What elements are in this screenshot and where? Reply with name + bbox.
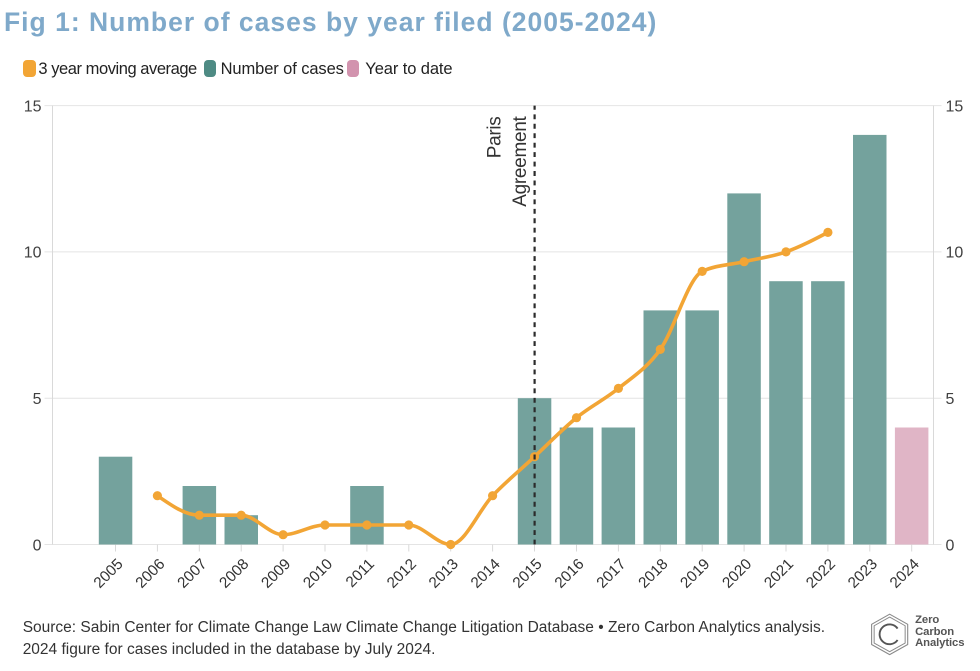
svg-text:2007: 2007: [174, 556, 210, 592]
svg-text:2010: 2010: [300, 556, 336, 592]
svg-text:2013: 2013: [426, 556, 462, 592]
svg-text:10: 10: [946, 245, 964, 262]
svg-text:0: 0: [946, 537, 955, 554]
svg-text:10: 10: [24, 245, 42, 262]
svg-text:2008: 2008: [216, 556, 252, 592]
svg-text:2023: 2023: [845, 556, 881, 592]
svg-text:2020: 2020: [719, 556, 755, 592]
svg-text:15: 15: [24, 98, 42, 115]
svg-text:2017: 2017: [593, 556, 629, 592]
svg-text:2009: 2009: [258, 556, 294, 592]
svg-text:2005: 2005: [91, 556, 127, 592]
svg-text:2015: 2015: [510, 556, 546, 592]
svg-text:2022: 2022: [803, 556, 839, 592]
svg-text:2011: 2011: [343, 556, 378, 591]
svg-text:2024: 2024: [887, 555, 923, 591]
svg-text:2019: 2019: [677, 556, 713, 592]
svg-text:15: 15: [946, 98, 964, 115]
svg-text:2006: 2006: [132, 556, 168, 592]
svg-text:5: 5: [946, 391, 955, 408]
svg-text:2021: 2021: [761, 556, 797, 592]
svg-text:2016: 2016: [552, 556, 588, 592]
svg-text:2014: 2014: [468, 555, 504, 591]
svg-text:5: 5: [33, 391, 42, 408]
svg-text:2018: 2018: [635, 556, 671, 592]
svg-text:2012: 2012: [384, 556, 420, 592]
svg-text:0: 0: [33, 537, 42, 554]
